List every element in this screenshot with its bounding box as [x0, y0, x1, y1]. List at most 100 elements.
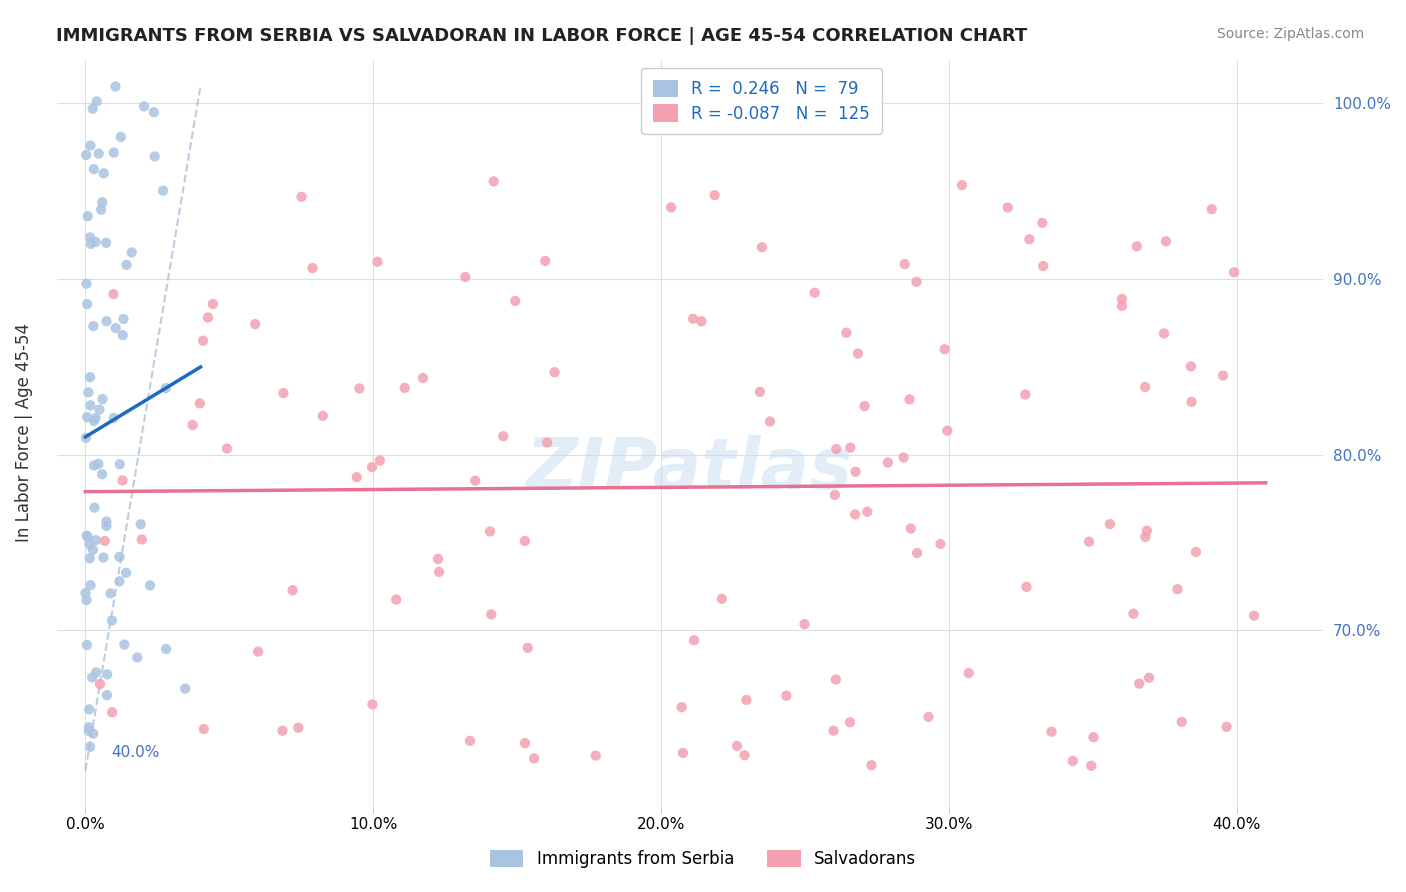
- Point: [454, 269, 477, 284]
- Point: [79, 370, 101, 384]
- Point: [82, 543, 104, 558]
- Point: [710, 591, 733, 606]
- Point: [108, 574, 131, 589]
- Text: 40.0%: 40.0%: [111, 746, 159, 761]
- Y-axis label: In Labor Force | Age 45-54: In Labor Force | Age 45-54: [15, 323, 32, 542]
- Point: [458, 734, 481, 748]
- Point: [1180, 359, 1202, 374]
- Point: [835, 326, 858, 340]
- Point: [132, 99, 155, 113]
- Point: [191, 334, 214, 348]
- Point: [75, 431, 97, 445]
- Point: [1133, 380, 1156, 394]
- Point: [93, 166, 115, 180]
- Point: [84, 235, 107, 249]
- Point: [79, 138, 101, 153]
- Point: [682, 311, 704, 326]
- Point: [543, 365, 565, 379]
- Point: [1166, 582, 1188, 596]
- Point: [671, 700, 693, 714]
- Point: [181, 417, 204, 432]
- Point: [1111, 292, 1133, 306]
- Point: [839, 441, 862, 455]
- Point: [197, 310, 219, 325]
- Point: [84, 533, 107, 548]
- Point: [825, 442, 848, 456]
- Point: [1136, 524, 1159, 538]
- Point: [273, 386, 295, 401]
- Point: [79, 551, 101, 566]
- Point: [155, 642, 177, 657]
- Point: [76, 209, 98, 223]
- Point: [93, 550, 115, 565]
- Point: [84, 665, 107, 680]
- Point: [1078, 534, 1101, 549]
- Point: [751, 240, 773, 254]
- Point: [1032, 259, 1054, 273]
- Point: [1128, 676, 1150, 690]
- Point: [103, 411, 125, 425]
- Point: [1018, 232, 1040, 246]
- Point: [1111, 299, 1133, 313]
- Point: [703, 188, 725, 202]
- Point: [139, 578, 162, 592]
- Point: [893, 257, 915, 271]
- Point: [585, 748, 607, 763]
- Point: [361, 698, 384, 712]
- Point: [513, 736, 536, 750]
- Point: [1083, 730, 1105, 744]
- Point: [844, 508, 866, 522]
- Point: [997, 201, 1019, 215]
- Point: [76, 528, 98, 542]
- Point: [725, 739, 748, 753]
- Point: [155, 381, 177, 395]
- Point: [516, 640, 538, 655]
- Point: [75, 277, 97, 291]
- Point: [101, 705, 124, 719]
- Point: [479, 607, 502, 622]
- Point: [690, 314, 713, 328]
- Point: [1080, 758, 1102, 772]
- Point: [89, 677, 111, 691]
- Point: [934, 343, 956, 357]
- Point: [1062, 754, 1084, 768]
- Point: [793, 617, 815, 632]
- Point: [361, 460, 384, 475]
- Point: [394, 381, 416, 395]
- Point: [1014, 387, 1036, 401]
- Point: [112, 638, 135, 652]
- Point: [104, 79, 127, 94]
- Point: [96, 515, 118, 529]
- Point: [131, 533, 153, 547]
- Point: [82, 102, 104, 116]
- Point: [96, 314, 118, 328]
- Point: [83, 500, 105, 515]
- Point: [503, 293, 526, 308]
- Point: [368, 453, 391, 467]
- Point: [82, 670, 104, 684]
- Point: [905, 275, 928, 289]
- Legend: R =  0.246   N =  79, R = -0.087   N =  125: R = 0.246 N = 79, R = -0.087 N = 125: [641, 68, 882, 135]
- Point: [111, 328, 134, 343]
- Point: [1153, 326, 1175, 341]
- Point: [775, 689, 797, 703]
- Point: [492, 429, 515, 443]
- Point: [174, 681, 197, 696]
- Point: [82, 726, 104, 740]
- Point: [193, 722, 215, 736]
- Point: [1185, 545, 1208, 559]
- Point: [845, 465, 868, 479]
- Point: [1015, 580, 1038, 594]
- Point: [1135, 530, 1157, 544]
- Point: [96, 667, 118, 681]
- Point: [1098, 517, 1121, 532]
- Point: [152, 184, 174, 198]
- Point: [856, 505, 879, 519]
- Point: [898, 392, 921, 407]
- Point: [77, 385, 100, 400]
- Point: [366, 254, 388, 268]
- Point: [76, 638, 98, 652]
- Point: [1137, 671, 1160, 685]
- Point: [683, 633, 706, 648]
- Point: [534, 254, 557, 268]
